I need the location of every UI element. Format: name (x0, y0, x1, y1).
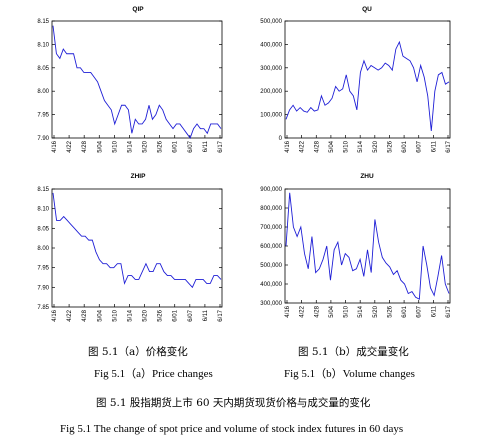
series-line (285, 40, 450, 132)
y-tick-label: 8.00 (37, 246, 49, 252)
x-tick-label: 5/26 (387, 140, 393, 152)
x-tick-label: 5/04 (97, 309, 103, 321)
x-tick-label: 4/16 (52, 309, 58, 321)
x-tick-label: 5/10 (344, 305, 350, 317)
y-tick-label: 7.90 (37, 285, 49, 291)
x-tick-label: 4/22 (67, 140, 73, 152)
chart-zhip: ZHIP 8.15 8.10 8.05 8.00 7.95 7.90 7.854/16 4/22… (37, 173, 224, 322)
x-tick-label: 5/14 (127, 140, 133, 152)
x-tick-label: 4/28 (82, 140, 88, 152)
y-tick-label: 600,000 (260, 244, 282, 250)
y-tick-label: 8.15 (37, 187, 49, 193)
series-line (52, 25, 222, 139)
chart-zhu: ZHU 900,000 800,000 700,000 600,000 500,000 40… (260, 173, 452, 318)
x-tick-label: 6/07 (188, 309, 194, 321)
y-tick-label: 400,000 (260, 282, 282, 288)
x-tick-label: 6/11 (203, 140, 209, 152)
plot-frame (284, 20, 451, 139)
y-tick-label: 500,000 (260, 19, 282, 25)
x-tick-label: 5/10 (112, 309, 118, 321)
x-tick-label: 6/01 (173, 309, 179, 321)
y-tick-label: 7.85 (37, 305, 49, 311)
chart-qip: QIP 8.15 8.10 8.05 8.00 7.95 7.904/16 4/22 4/28 5… (37, 6, 224, 153)
y-tick-label: 7.90 (37, 136, 49, 142)
y-tick-label: 700,000 (260, 225, 282, 231)
y-tick-label: 300,000 (260, 66, 282, 72)
chart-qu: QU500,000400,000300,000200,000100,00004/… (260, 6, 452, 153)
x-tick-label: 5/14 (358, 140, 364, 152)
y-tick-label: 400,000 (260, 42, 282, 48)
x-tick-label: 6/01 (173, 140, 179, 152)
x-tick-label: 6/01 (402, 305, 408, 317)
plot-frame (51, 20, 223, 139)
y-tick-label: 8.05 (37, 226, 49, 232)
chart-title: ZHU (360, 173, 374, 180)
x-tick-label: 5/10 (112, 140, 118, 152)
x-tick-label: 5/26 (158, 309, 164, 321)
x-tick-label: 6/11 (431, 140, 437, 152)
caption-main-english: Fig 5.1 The change of spot price and vol… (60, 423, 404, 435)
x-tick-label: 5/10 (344, 140, 350, 152)
x-tick-label: 6/07 (188, 140, 194, 152)
series-line (52, 192, 222, 289)
x-tick-label: 6/17 (218, 309, 224, 321)
y-tick-label: 100,000 (260, 113, 282, 119)
chart-title: ZHIP (131, 173, 146, 180)
caption-b-english: Fig 5.1（b）Volume changes (284, 368, 415, 380)
caption-a-english: Fig 5.1（a）Price changes (94, 368, 213, 380)
chart-title: QIP (132, 6, 144, 13)
x-tick-label: 6/07 (417, 140, 423, 152)
y-tick-label: 800,000 (260, 206, 282, 212)
x-tick-label: 5/26 (387, 305, 393, 317)
y-tick-label: 8.05 (37, 66, 49, 72)
x-tick-label: 5/20 (373, 305, 379, 317)
x-tick-label: 5/20 (373, 140, 379, 152)
x-tick-label: 6/07 (417, 305, 423, 317)
y-tick-label: 8.10 (37, 42, 49, 48)
x-tick-label: 4/28 (314, 305, 320, 317)
x-tick-label: 5/20 (143, 140, 149, 152)
x-tick-label: 4/16 (52, 140, 58, 152)
y-tick-label: 300,000 (260, 301, 282, 307)
x-tick-label: 4/28 (82, 309, 88, 321)
x-tick-label: 4/22 (67, 309, 73, 321)
y-tick-label: 200,000 (260, 89, 282, 95)
x-tick-label: 6/11 (431, 305, 437, 317)
plot-frame (51, 188, 223, 308)
y-tick-label: 0 (279, 136, 283, 142)
x-tick-label: 5/20 (143, 309, 149, 321)
x-tick-label: 5/14 (358, 305, 364, 317)
x-tick-label: 5/14 (127, 309, 133, 321)
x-tick-label: 4/22 (300, 305, 306, 317)
y-tick-label: 8.00 (37, 89, 49, 95)
caption-main-chinese: 图 5.1 股指期货上市 60 天内期货现货价格与成交量的变化 (96, 397, 371, 409)
y-tick-label: 8.15 (37, 19, 49, 25)
x-tick-label: 6/17 (218, 140, 224, 152)
x-tick-label: 4/16 (285, 140, 291, 152)
x-tick-label: 4/16 (285, 305, 291, 317)
caption-b-chinese: 图 5.1（b）成交量变化 (298, 346, 409, 358)
x-tick-label: 4/28 (314, 140, 320, 152)
y-tick-label: 500,000 (260, 263, 282, 269)
caption-a-chinese: 图 5.1（a）价格变化 (88, 346, 188, 358)
chart-title: QU (362, 6, 372, 13)
x-tick-label: 5/04 (97, 140, 103, 152)
y-tick-label: 7.95 (37, 266, 49, 272)
x-tick-label: 5/04 (329, 305, 335, 317)
plot-frame (284, 188, 451, 304)
x-tick-label: 6/17 (446, 140, 452, 152)
y-tick-label: 8.10 (37, 207, 49, 213)
y-tick-label: 900,000 (260, 187, 282, 193)
x-tick-label: 5/26 (158, 140, 164, 152)
x-tick-label: 6/01 (402, 140, 408, 152)
x-tick-label: 5/04 (329, 140, 335, 152)
x-tick-label: 6/17 (446, 305, 452, 317)
y-tick-label: 7.95 (37, 113, 49, 119)
x-tick-label: 4/22 (300, 140, 306, 152)
series-line (285, 192, 450, 300)
x-tick-label: 6/11 (203, 309, 209, 321)
